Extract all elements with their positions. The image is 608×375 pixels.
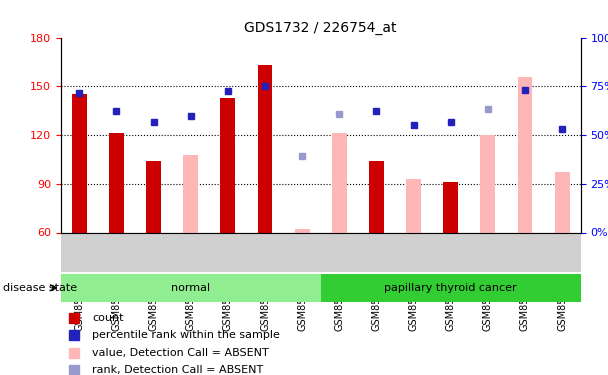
Bar (443, 182, 458, 232)
Title: GDS1732 / 226754_at: GDS1732 / 226754_at (244, 21, 397, 35)
Text: percentile rank within the sample: percentile rank within the sample (92, 330, 280, 340)
Bar (146, 161, 161, 232)
Bar (517, 76, 533, 232)
Text: papillary thyroid cancer: papillary thyroid cancer (384, 283, 517, 293)
FancyBboxPatch shape (321, 274, 581, 302)
Bar (295, 229, 309, 232)
Text: value, Detection Call = ABSENT: value, Detection Call = ABSENT (92, 348, 269, 358)
Bar (406, 179, 421, 232)
Text: normal: normal (171, 283, 210, 293)
Bar (332, 134, 347, 232)
Bar (258, 65, 272, 232)
FancyBboxPatch shape (61, 274, 321, 302)
Text: count: count (92, 313, 123, 323)
Bar (72, 94, 87, 232)
Bar (221, 98, 235, 232)
Bar (369, 161, 384, 232)
Text: rank, Detection Call = ABSENT: rank, Detection Call = ABSENT (92, 365, 263, 375)
Bar (109, 134, 124, 232)
Bar (480, 135, 496, 232)
Bar (184, 154, 198, 232)
Bar (554, 172, 570, 232)
Text: disease state: disease state (3, 283, 77, 292)
